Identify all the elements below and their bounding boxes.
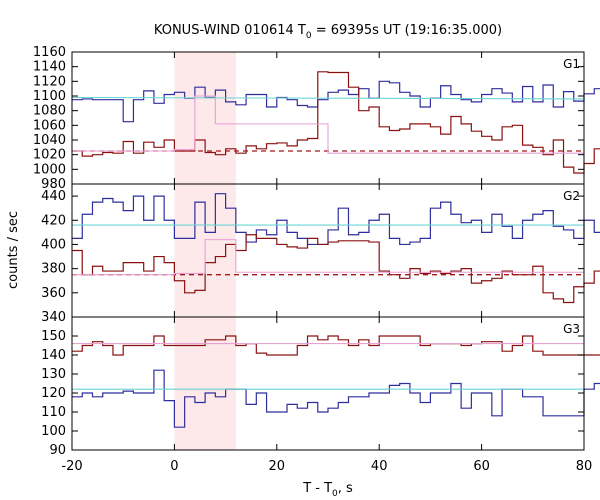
x-axis-title-subscript: 0: [332, 489, 338, 499]
y-tick-label: 130: [41, 367, 66, 382]
x-tick-label: 40: [371, 459, 388, 474]
panel-frame: [71, 183, 585, 318]
y-tick-label: 980: [41, 177, 66, 192]
x-axis-title-main: T - T: [302, 481, 332, 496]
x-tick-label: 0: [170, 459, 178, 474]
chart-title-rest: = 69395s UT (19:16:35.000): [312, 23, 502, 38]
series-blue-g1: [72, 80, 600, 123]
y-tick-label: 110: [41, 405, 66, 420]
y-tick-label: 400: [41, 237, 66, 252]
panel-label-g3: G3: [563, 322, 580, 336]
x-tick-label: -20: [61, 459, 82, 474]
x-axis-title: T - T0, s: [302, 481, 353, 499]
background-fit-g1: [72, 95, 584, 154]
y-tick-label: 90: [49, 443, 66, 458]
series-red-g2: [72, 234, 600, 304]
plot-area: 980100010201040106010801100112011401160G…: [33, 45, 600, 474]
y-tick-label: 1020: [33, 148, 66, 163]
x-tick-label: 20: [269, 459, 286, 474]
y-tick-label: 140: [41, 348, 66, 363]
panel-label-g2: G2: [563, 189, 580, 203]
chart-title-subscript: 0: [306, 31, 312, 41]
series-red-g3: [72, 335, 600, 356]
y-tick-label: 120: [41, 386, 66, 401]
y-tick-label: 1060: [33, 118, 66, 133]
y-axis-title-text: counts / sec: [6, 211, 21, 289]
y-tick-label: 100: [41, 424, 66, 439]
y-tick-label: 1120: [33, 74, 66, 89]
y-tick-label: 380: [41, 262, 66, 277]
y-tick-label: 150: [41, 329, 66, 344]
y-tick-label: 1140: [33, 60, 66, 75]
y-tick-label: 340: [41, 310, 66, 325]
y-tick-label: 1040: [33, 133, 66, 148]
background-fit-g2: [72, 239, 584, 276]
x-tick-label: 80: [576, 459, 593, 474]
svg-text:T - T0, s: T - T0, s: [302, 481, 353, 499]
y-tick-label: 1160: [33, 45, 66, 60]
y-tick-label: 1000: [33, 162, 66, 177]
series-blue-g2: [72, 193, 600, 246]
y-tick-label: 440: [41, 189, 66, 204]
panel-g3: 90 100 110 120 130 140 150 G3: [41, 316, 600, 458]
x-axis-title-rest: , s: [338, 481, 353, 496]
chart-title-main: KONUS-WIND 010614 T: [154, 23, 306, 38]
svg-text:KONUS-WIND 010614 T0 = 69395s: KONUS-WIND 010614 T0 = 69395s UT (19:16:…: [154, 23, 502, 41]
y-tick-label: 420: [41, 213, 66, 228]
chart-title: KONUS-WIND 010614 T0 = 69395s UT (19:16:…: [154, 23, 502, 41]
series-red-g1: [72, 71, 600, 174]
series-blue-g3: [72, 369, 600, 428]
x-tick-label: 60: [473, 459, 490, 474]
y-axis-title: counts / sec: [6, 211, 21, 289]
panel-label-g1: G1: [563, 57, 580, 71]
mean-line-cyan-g1: [71, 96, 585, 100]
y-tick-label: 1100: [33, 89, 66, 104]
panel-frame: [71, 316, 585, 451]
y-tick-label: 1080: [33, 104, 66, 119]
y-tick-label: 360: [41, 286, 66, 301]
panel-g2: 340 360 380 400 420 440 G2: [41, 183, 600, 325]
